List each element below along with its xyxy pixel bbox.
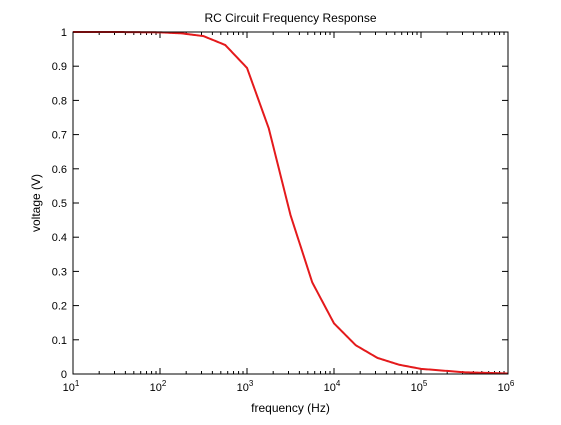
y-tick-label: 0: [61, 369, 67, 381]
x-tick-exponent: 1: [75, 379, 80, 388]
x-tick-exponent: 4: [336, 379, 341, 388]
x-tick-exponent: 3: [249, 379, 254, 388]
x-tick-exponent: 6: [510, 379, 515, 388]
x-tick-base: 10: [237, 382, 249, 394]
y-tick-label: 0.7: [52, 130, 67, 142]
x-tick-exponent: 2: [162, 379, 167, 388]
x-tick-exponent: 5: [423, 379, 428, 388]
y-axis-label: voltage (V): [29, 174, 43, 232]
y-tick-label: 0.1: [52, 335, 67, 347]
x-tick-base: 10: [150, 382, 162, 394]
y-tick-label: 0.6: [52, 164, 67, 176]
y-tick-label: 1: [61, 27, 67, 39]
x-tick-base: 10: [411, 382, 423, 394]
y-tick-label: 0.3: [52, 266, 67, 278]
y-tick-label: 0.9: [52, 61, 67, 73]
x-tick-base: 10: [498, 382, 510, 394]
chart-title: RC Circuit Frequency Response: [204, 11, 376, 25]
y-tick-label: 0.2: [52, 301, 67, 313]
y-tick-label: 0.5: [52, 198, 67, 210]
x-tick-base: 10: [63, 382, 75, 394]
plot-area: [73, 32, 508, 374]
y-tick-label: 0.8: [52, 95, 67, 107]
x-axis-label: frequency (Hz): [251, 401, 330, 415]
y-tick-label: 0.4: [52, 232, 67, 244]
x-tick-base: 10: [324, 382, 336, 394]
